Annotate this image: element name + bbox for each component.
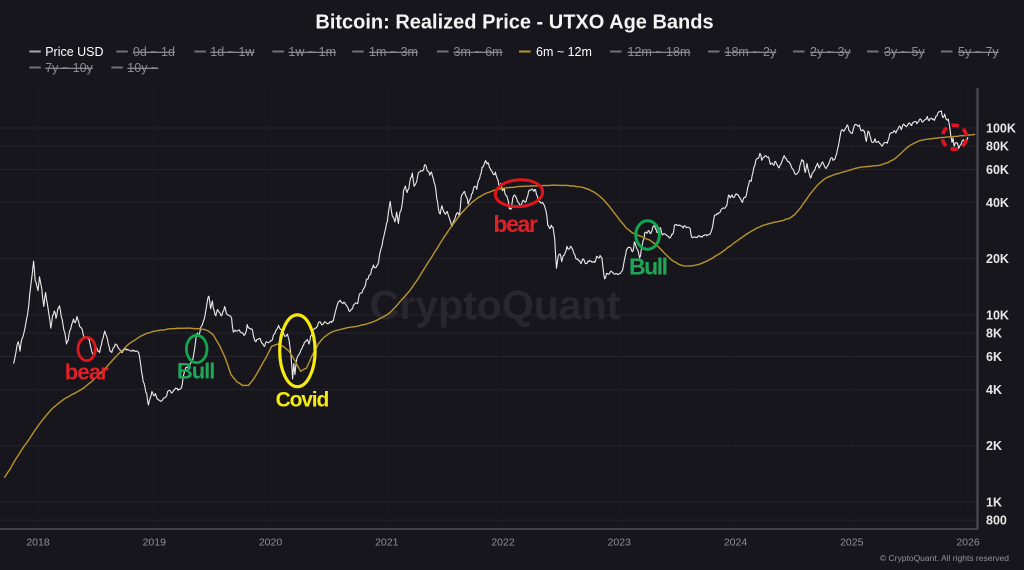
svg-text:2019: 2019 xyxy=(143,537,167,549)
svg-text:Bull: Bull xyxy=(629,254,668,280)
svg-text:2021: 2021 xyxy=(375,537,399,549)
svg-text:© CryptoQuant. All rights rese: © CryptoQuant. All rights reserved xyxy=(880,553,1009,563)
svg-text:Bitcoin: Realized Price - UTXO: Bitcoin: Realized Price - UTXO Age Bands xyxy=(315,12,713,34)
svg-text:800: 800 xyxy=(986,514,1007,528)
svg-text:2026: 2026 xyxy=(956,537,980,549)
svg-text:4K: 4K xyxy=(986,383,1002,397)
svg-text:2022: 2022 xyxy=(491,537,515,549)
svg-text:2y ~ 3y: 2y ~ 3y xyxy=(810,45,851,59)
svg-text:3m ~ 6m: 3m ~ 6m xyxy=(454,45,503,59)
svg-text:2025: 2025 xyxy=(840,537,864,549)
svg-text:2020: 2020 xyxy=(259,537,283,549)
svg-text:Price USD: Price USD xyxy=(45,45,103,59)
svg-text:40K: 40K xyxy=(986,196,1009,210)
svg-text:1m ~ 3m: 1m ~ 3m xyxy=(369,45,418,59)
svg-text:6K: 6K xyxy=(986,350,1002,364)
svg-text:18m ~ 2y: 18m ~ 2y xyxy=(725,45,778,59)
svg-text:Bull: Bull xyxy=(177,359,216,384)
svg-text:7y ~ 10y: 7y ~ 10y xyxy=(45,61,93,75)
svg-text:1d ~ 1w: 1d ~ 1w xyxy=(210,45,255,59)
svg-text:100K: 100K xyxy=(986,122,1016,136)
svg-text:1w ~ 1m: 1w ~ 1m xyxy=(288,45,336,59)
svg-text:6m ~ 12m: 6m ~ 12m xyxy=(536,45,592,59)
svg-text:2024: 2024 xyxy=(724,537,748,549)
svg-text:0d ~ 1d: 0d ~ 1d xyxy=(133,45,175,59)
svg-text:3y ~ 5y: 3y ~ 5y xyxy=(884,45,925,59)
svg-text:80K: 80K xyxy=(986,140,1009,154)
svg-text:Covid: Covid xyxy=(276,389,330,412)
svg-text:2K: 2K xyxy=(986,439,1002,453)
svg-text:1K: 1K xyxy=(986,496,1002,510)
svg-text:10y ~: 10y ~ xyxy=(127,61,158,75)
svg-text:bear: bear xyxy=(65,360,109,385)
svg-text:12m ~ 18m: 12m ~ 18m xyxy=(628,45,691,59)
svg-text:10K: 10K xyxy=(986,309,1009,323)
svg-text:bear: bear xyxy=(493,211,538,237)
svg-text:8K: 8K xyxy=(986,327,1002,341)
svg-text:5y ~ 7y: 5y ~ 7y xyxy=(958,45,999,59)
svg-text:2023: 2023 xyxy=(608,537,632,549)
svg-text:2018: 2018 xyxy=(26,537,50,549)
svg-text:20K: 20K xyxy=(986,252,1009,266)
svg-text:60K: 60K xyxy=(986,163,1009,177)
svg-text:CryptoQuant: CryptoQuant xyxy=(370,282,621,328)
